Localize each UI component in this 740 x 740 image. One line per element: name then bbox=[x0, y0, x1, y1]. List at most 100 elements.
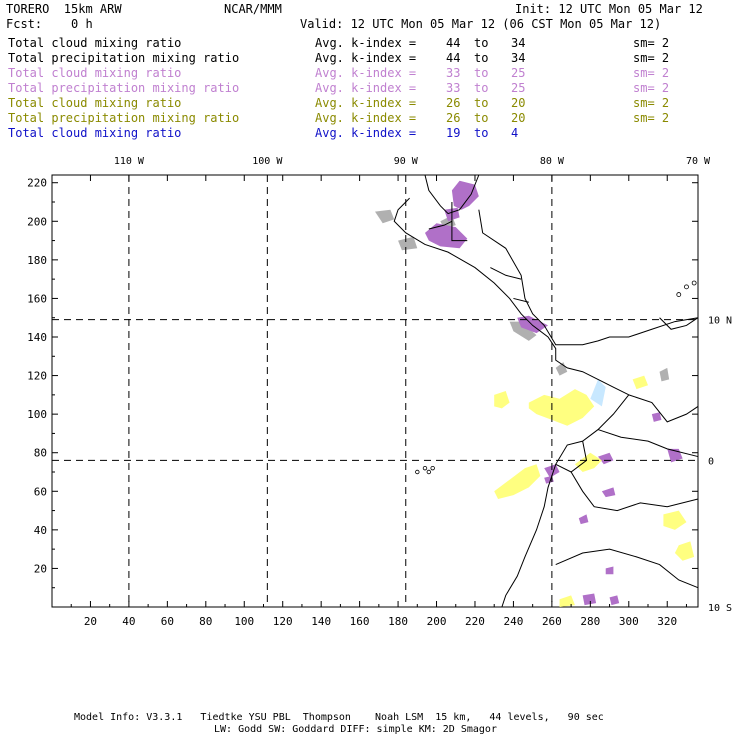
legend-kindex-to: 34 bbox=[511, 36, 526, 50]
y-tick-label: 100 bbox=[27, 408, 47, 421]
coastline bbox=[501, 394, 630, 608]
x-tick-label: 240 bbox=[503, 615, 523, 628]
x-tick-label: 280 bbox=[580, 615, 600, 628]
x-tick-label: 100 bbox=[234, 615, 254, 628]
legend-to-word: to bbox=[474, 96, 489, 110]
y-tick-label: 220 bbox=[27, 177, 47, 190]
legend-to-word: to bbox=[474, 81, 489, 95]
y-tick-label: 180 bbox=[27, 254, 47, 267]
x-tick-label: 20 bbox=[84, 615, 97, 628]
x-tick-label: 260 bbox=[542, 615, 562, 628]
coastline bbox=[628, 394, 699, 423]
shaded-field bbox=[494, 391, 510, 409]
y-tick-label: 200 bbox=[27, 215, 47, 228]
legend-smoothing: sm= 2 bbox=[633, 66, 670, 80]
latitude-label: 0 bbox=[708, 456, 714, 467]
shaded-field bbox=[494, 464, 541, 499]
model-name: TORERO 15km ARW bbox=[6, 2, 122, 16]
model-info: Model Info: V3.3.1 Tiedtke YSU PBL Thomp… bbox=[74, 712, 604, 723]
shaded-field bbox=[574, 452, 602, 472]
legend-smoothing: sm= 2 bbox=[633, 111, 670, 125]
coastline bbox=[478, 209, 699, 346]
legend-to-word: to bbox=[474, 66, 489, 80]
legend-field-label: Total precipitation mixing ratio bbox=[8, 51, 240, 65]
island-outline bbox=[415, 469, 420, 475]
shaded-field bbox=[659, 367, 670, 382]
coastline bbox=[393, 197, 630, 396]
legend-kindex-to: 4 bbox=[511, 126, 519, 140]
legend-kindex-from: 19 bbox=[446, 126, 461, 140]
legend-to-word: to bbox=[474, 111, 489, 125]
island-outline bbox=[684, 284, 689, 290]
forecast-hour: Fcst: 0 h bbox=[6, 17, 93, 31]
x-tick-label: 200 bbox=[427, 615, 447, 628]
legend-smoothing: sm= 2 bbox=[633, 51, 670, 65]
legend-kindex-to: 20 bbox=[511, 111, 526, 125]
legend-field-label: Total cloud mixing ratio bbox=[8, 66, 182, 80]
x-tick-label: 40 bbox=[122, 615, 135, 628]
legend-kindex-to: 34 bbox=[511, 51, 526, 65]
legend-field-label: Total cloud mixing ratio bbox=[8, 126, 182, 140]
legend-kindex-label: Avg. k-index = bbox=[315, 96, 417, 110]
island-outline bbox=[691, 280, 697, 286]
legend-to-word: to bbox=[474, 36, 489, 50]
legend-field-label: Total cloud mixing ratio bbox=[8, 96, 182, 110]
x-tick-label: 140 bbox=[311, 615, 331, 628]
x-tick-label: 120 bbox=[273, 615, 293, 628]
y-tick-label: 120 bbox=[27, 370, 47, 383]
y-tick-label: 20 bbox=[34, 562, 47, 575]
legend-kindex-label: Avg. k-index = bbox=[315, 126, 417, 140]
island-outline bbox=[430, 465, 435, 471]
legend-kindex-to: 20 bbox=[511, 96, 526, 110]
shaded-field bbox=[598, 452, 614, 465]
legend-field-label: Total cloud mixing ratio bbox=[8, 36, 182, 50]
legend-row: Total cloud mixing ratio Avg. k-index = 26… bbox=[8, 97, 733, 111]
legend-to-word: to bbox=[474, 126, 489, 140]
legend-kindex-label: Avg. k-index = bbox=[315, 66, 417, 80]
legend-row: Total precipitation mixing ratio Avg. k-i… bbox=[8, 82, 733, 96]
legend-field-label: Total precipitation mixing ratio bbox=[8, 111, 240, 125]
legend-kindex-from: 33 bbox=[446, 66, 461, 80]
shaded-field bbox=[424, 223, 468, 249]
plot-frame bbox=[51, 174, 699, 608]
legend-smoothing: sm= 2 bbox=[633, 36, 670, 50]
shaded-field bbox=[509, 321, 537, 341]
legend-field-label: Total precipitation mixing ratio bbox=[8, 81, 240, 95]
shaded-field bbox=[559, 595, 575, 607]
coastline bbox=[555, 548, 699, 589]
shaded-field bbox=[544, 464, 560, 478]
legend-row: Total precipitation mixing ratio Avg. k-i… bbox=[8, 112, 733, 126]
latitude-label: 10 S bbox=[708, 603, 732, 614]
legend-kindex-from: 44 bbox=[446, 51, 461, 65]
coastline bbox=[570, 471, 699, 512]
longitude-label: 90 W bbox=[394, 156, 419, 167]
x-tick-label: 160 bbox=[350, 615, 370, 628]
shaded-field bbox=[663, 510, 687, 530]
y-tick-label: 160 bbox=[27, 292, 47, 305]
legend-smoothing: sm= 2 bbox=[633, 81, 670, 95]
legend-kindex-label: Avg. k-index = bbox=[315, 111, 417, 125]
longitude-label: 70 W bbox=[686, 156, 711, 167]
legend-kindex-label: Avg. k-index = bbox=[315, 81, 417, 95]
init-time: Init: 12 UTC Mon 05 Mar 12 bbox=[515, 2, 703, 16]
coastline bbox=[659, 317, 699, 330]
shaded-field bbox=[609, 595, 620, 606]
legend-smoothing: sm= 2 bbox=[633, 96, 670, 110]
y-tick-label: 60 bbox=[34, 485, 47, 498]
coastline bbox=[490, 267, 522, 280]
legend-kindex-label: Avg. k-index = bbox=[315, 36, 417, 50]
shaded-field bbox=[528, 389, 595, 426]
latitude-label: 10 N bbox=[708, 316, 732, 327]
island-outline bbox=[676, 292, 682, 297]
coastline bbox=[513, 297, 529, 303]
legend-row: Total cloud mixing ratio Avg. k-index = 19… bbox=[8, 127, 733, 141]
legend-row: Total cloud mixing ratio Avg. k-index = 33… bbox=[8, 67, 733, 81]
x-tick-label: 180 bbox=[388, 615, 408, 628]
shaded-field bbox=[578, 514, 589, 525]
organization: NCAR/MMM bbox=[224, 2, 282, 16]
coastline bbox=[597, 429, 699, 458]
shaded-field bbox=[674, 541, 695, 561]
y-tick-label: 140 bbox=[27, 331, 47, 344]
legend-to-word: to bbox=[474, 51, 489, 65]
